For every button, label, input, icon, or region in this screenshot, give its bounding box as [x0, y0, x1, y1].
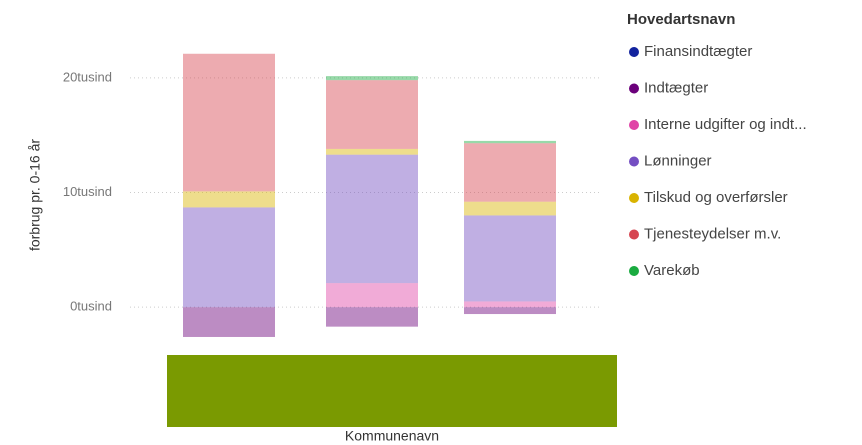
bar-segment	[326, 148, 418, 155]
bar-segment	[183, 207, 275, 308]
bar-segment	[183, 307, 275, 337]
bar-segment	[326, 154, 418, 284]
bar-segment	[464, 307, 556, 315]
legend-label: Tjenesteydelser m.v.	[644, 225, 781, 242]
bar-segment	[464, 215, 556, 302]
bar-segment	[326, 307, 418, 327]
bar-segment	[464, 143, 556, 202]
bar-segment	[326, 80, 418, 149]
legend-marker	[629, 229, 639, 240]
bar-segment	[183, 53, 275, 192]
bar-segment	[326, 76, 418, 81]
legend-marker	[629, 156, 639, 167]
x-axis-title: Kommunenavn	[345, 428, 439, 444]
legend-label: Finansindtægter	[644, 43, 752, 60]
legend-label: Indtægter	[644, 79, 708, 96]
y-axis-title: forbrug pr. 0-16 år	[27, 139, 43, 251]
y-tick-label: 10tusind	[63, 184, 112, 199]
redacted-labels	[167, 355, 617, 427]
legend-label: Tilskud og overførsler	[644, 189, 788, 206]
legend-title: Hovedartsnavn	[627, 11, 735, 28]
bar-segment	[183, 191, 275, 208]
legend-marker	[629, 193, 639, 203]
y-tick-label: 0tusind	[70, 299, 112, 314]
legend-label: Varekøb	[644, 262, 700, 279]
bar-segment	[464, 301, 556, 308]
y-tick-label: 20tusind	[63, 69, 112, 84]
bar-segment	[464, 140, 556, 144]
legend-marker	[629, 47, 639, 57]
bar-segment	[464, 201, 556, 216]
legend-marker	[629, 83, 639, 94]
legend-marker	[629, 266, 639, 276]
legend-label: Lønninger	[644, 152, 712, 169]
bar-segment	[326, 283, 418, 308]
legend-label: Interne udgifter og indt...	[644, 116, 807, 133]
legend-marker	[629, 120, 639, 130]
